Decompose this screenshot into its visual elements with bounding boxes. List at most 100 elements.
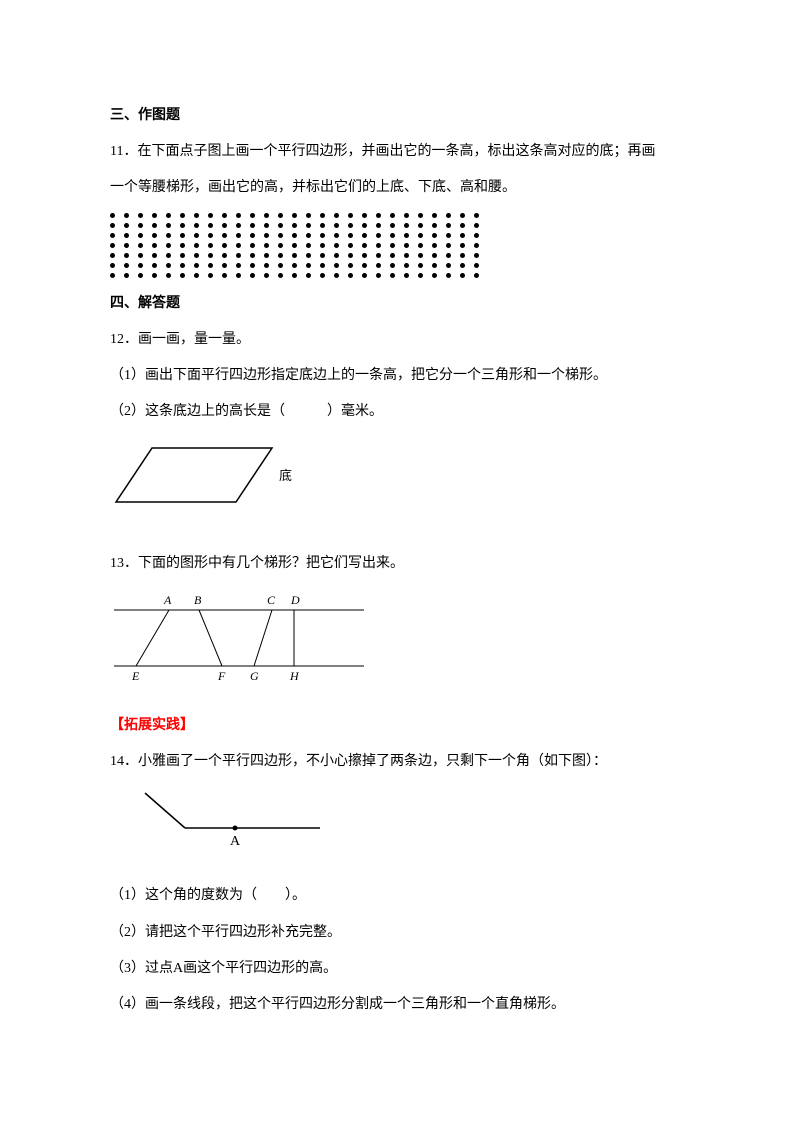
dot xyxy=(418,273,423,278)
dot xyxy=(236,233,241,238)
q14-sub1: （1）这个角的度数为（ ）。 xyxy=(110,880,684,912)
dot xyxy=(460,263,465,268)
dot xyxy=(306,233,311,238)
dot xyxy=(138,233,143,238)
dot xyxy=(348,253,353,258)
dot xyxy=(166,233,171,238)
dot xyxy=(348,223,353,228)
dot xyxy=(292,273,297,278)
dot xyxy=(236,213,241,218)
dot xyxy=(236,263,241,268)
dot xyxy=(236,273,241,278)
dot xyxy=(334,253,339,258)
dot xyxy=(390,243,395,248)
dot xyxy=(222,243,227,248)
dot xyxy=(348,273,353,278)
dot xyxy=(264,263,269,268)
dot xyxy=(124,233,129,238)
section4-title: 四、解答题 xyxy=(110,288,684,320)
dot xyxy=(124,273,129,278)
dot xyxy=(292,253,297,258)
dot xyxy=(390,263,395,268)
dot xyxy=(194,223,199,228)
dot xyxy=(124,243,129,248)
dot xyxy=(418,253,423,258)
dot xyxy=(474,253,479,258)
q13-title: 13．下面的图形中有几个梯形？把它们写出来。 xyxy=(110,548,684,580)
dot xyxy=(138,273,143,278)
dot xyxy=(418,263,423,268)
svg-text:底: 底 xyxy=(279,468,292,483)
dot xyxy=(194,273,199,278)
dot xyxy=(320,243,325,248)
dot-row xyxy=(110,223,684,228)
angle-figure: A xyxy=(140,788,684,866)
dot xyxy=(460,243,465,248)
dot xyxy=(334,273,339,278)
dot xyxy=(250,223,255,228)
dot xyxy=(292,243,297,248)
dot xyxy=(474,263,479,268)
dot xyxy=(110,213,115,218)
dot xyxy=(194,263,199,268)
dot xyxy=(404,233,409,238)
dot xyxy=(138,263,143,268)
dot xyxy=(264,253,269,258)
dot xyxy=(404,223,409,228)
dot xyxy=(278,243,283,248)
dot xyxy=(264,223,269,228)
q14-title: 14．小雅画了一个平行四边形，不小心擦掉了两条边，只剩下一个角（如下图）： xyxy=(110,746,684,778)
dot xyxy=(306,243,311,248)
svg-text:D: D xyxy=(290,593,300,607)
dot xyxy=(390,223,395,228)
dot xyxy=(208,213,213,218)
dot xyxy=(222,233,227,238)
dot xyxy=(418,223,423,228)
dot xyxy=(390,253,395,258)
dot xyxy=(152,263,157,268)
svg-text:A: A xyxy=(230,834,241,849)
dot xyxy=(474,213,479,218)
dot xyxy=(180,253,185,258)
dot xyxy=(404,273,409,278)
dot xyxy=(110,273,115,278)
dot xyxy=(460,233,465,238)
dot xyxy=(460,213,465,218)
dot xyxy=(250,263,255,268)
dot xyxy=(278,263,283,268)
dot xyxy=(138,243,143,248)
dot xyxy=(264,243,269,248)
dot xyxy=(306,213,311,218)
dot xyxy=(278,233,283,238)
dot xyxy=(292,263,297,268)
dot xyxy=(208,263,213,268)
dot xyxy=(292,233,297,238)
dot xyxy=(362,243,367,248)
dot xyxy=(474,223,479,228)
dot xyxy=(390,273,395,278)
dot xyxy=(474,233,479,238)
dot xyxy=(250,243,255,248)
dot xyxy=(418,213,423,218)
dot xyxy=(404,263,409,268)
dot xyxy=(446,223,451,228)
dot xyxy=(404,243,409,248)
dot xyxy=(460,223,465,228)
dot xyxy=(124,263,129,268)
dot xyxy=(460,253,465,258)
dot xyxy=(222,213,227,218)
dot-row xyxy=(110,263,684,268)
parallelogram-figure: 底 xyxy=(114,440,684,533)
dot xyxy=(446,273,451,278)
svg-text:C: C xyxy=(267,593,276,607)
dot xyxy=(180,223,185,228)
dot xyxy=(306,263,311,268)
dot xyxy=(152,233,157,238)
dot xyxy=(250,253,255,258)
dot xyxy=(320,223,325,228)
dot-row xyxy=(110,253,684,258)
dot xyxy=(446,233,451,238)
dot xyxy=(278,213,283,218)
dot xyxy=(474,243,479,248)
dot xyxy=(138,223,143,228)
